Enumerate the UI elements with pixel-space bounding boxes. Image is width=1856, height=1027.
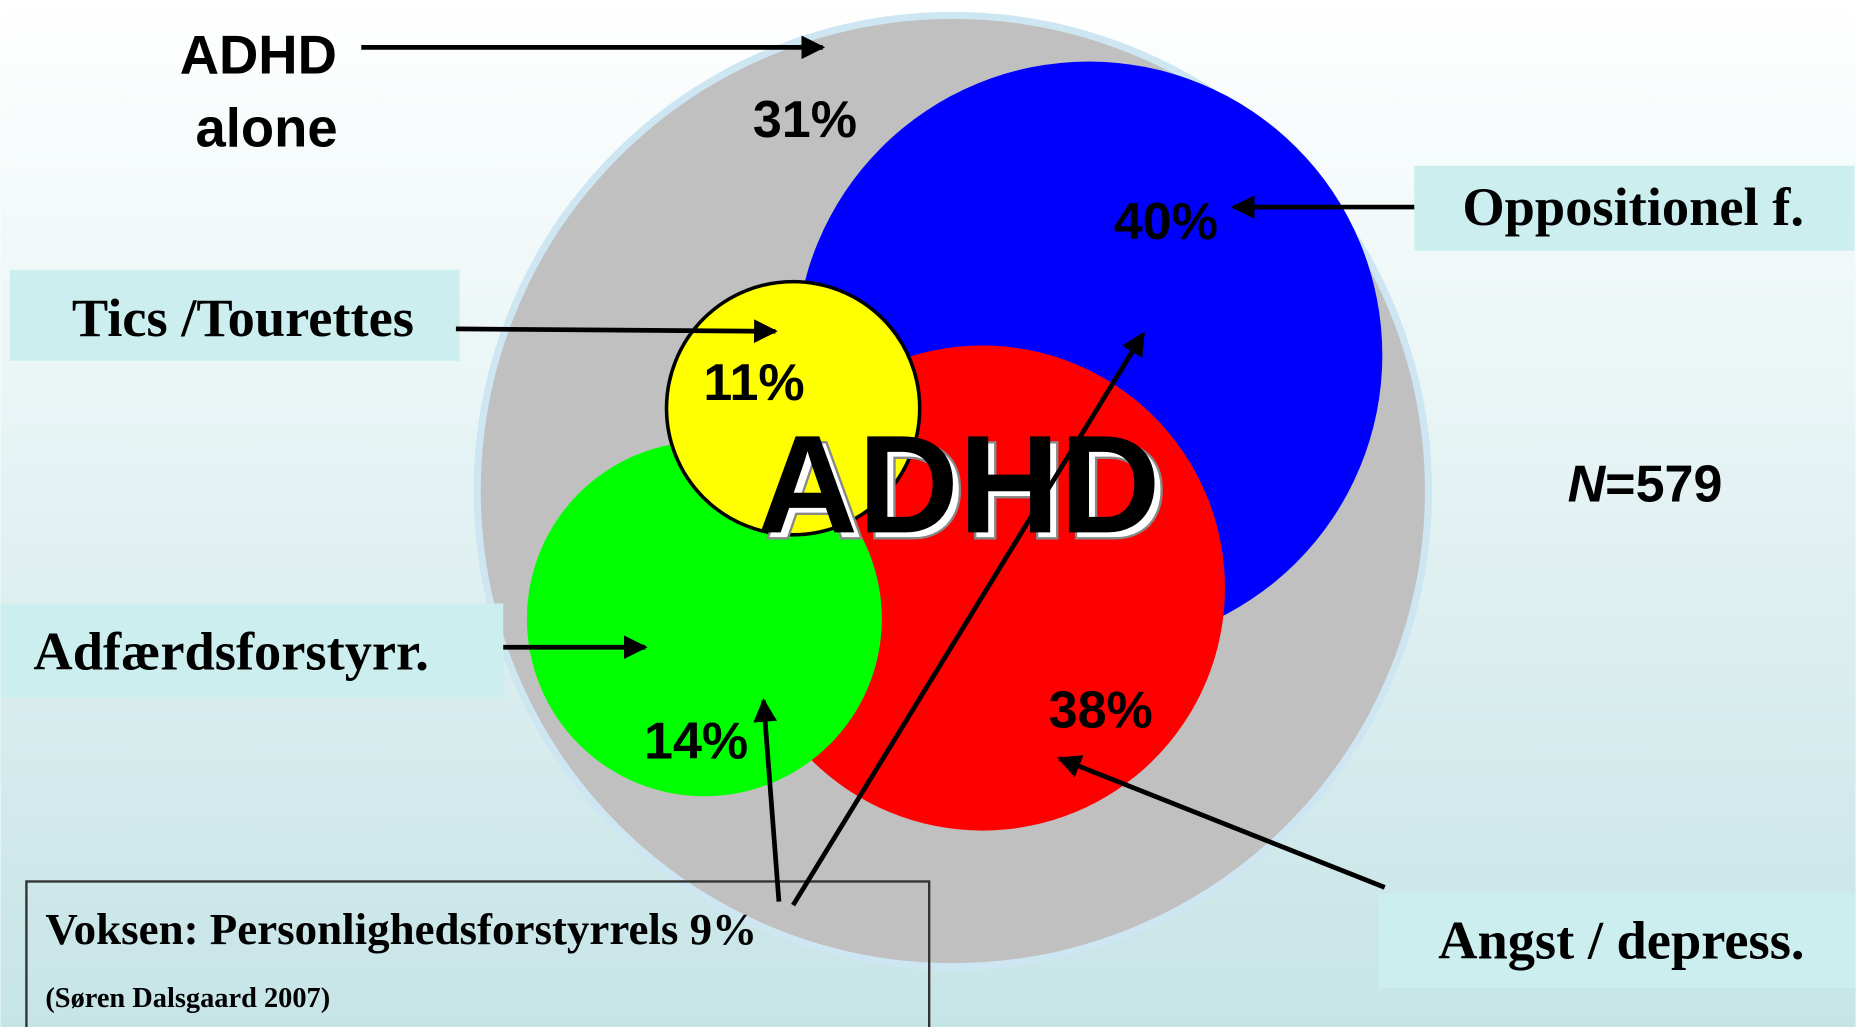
label-box [1414, 165, 1855, 251]
sample-symbol: N [1568, 456, 1607, 514]
label-box [1378, 893, 1856, 988]
sample-size: N=579 [1568, 456, 1723, 514]
adhd-alone-label: alone [196, 98, 338, 159]
note-source: (Søren Dalsgaard 2007) [45, 983, 330, 1014]
center-label-shadow: ADHD [764, 412, 1167, 568]
percent: 31% [753, 91, 857, 149]
adhd-alone-label: ADHD [180, 24, 337, 85]
arrow [753, 698, 782, 902]
percent: 14% [644, 712, 748, 770]
conduct-label: Adfærdsforstyrr. [33, 622, 428, 682]
label-box [0, 603, 504, 699]
note-box [25, 880, 931, 1027]
percent: 11% [703, 354, 804, 412]
note-line: Voksen: Personlighedsforstyrrels 9% [45, 904, 757, 954]
label-box [9, 269, 460, 361]
tics-circle [664, 279, 922, 537]
oppositional-label: Oppositionel f. [1462, 177, 1804, 237]
arrow [1057, 755, 1386, 890]
sample-value: =579 [1605, 456, 1722, 514]
arrow [455, 319, 778, 343]
tics-label: Tics /Tourettes [72, 288, 414, 348]
arrow [791, 331, 1146, 907]
center-label: ADHD [757, 406, 1160, 562]
percent: 40% [1114, 193, 1218, 251]
percent: 38% [1049, 682, 1153, 740]
anxiety-label: Angst / depress. [1438, 910, 1804, 970]
